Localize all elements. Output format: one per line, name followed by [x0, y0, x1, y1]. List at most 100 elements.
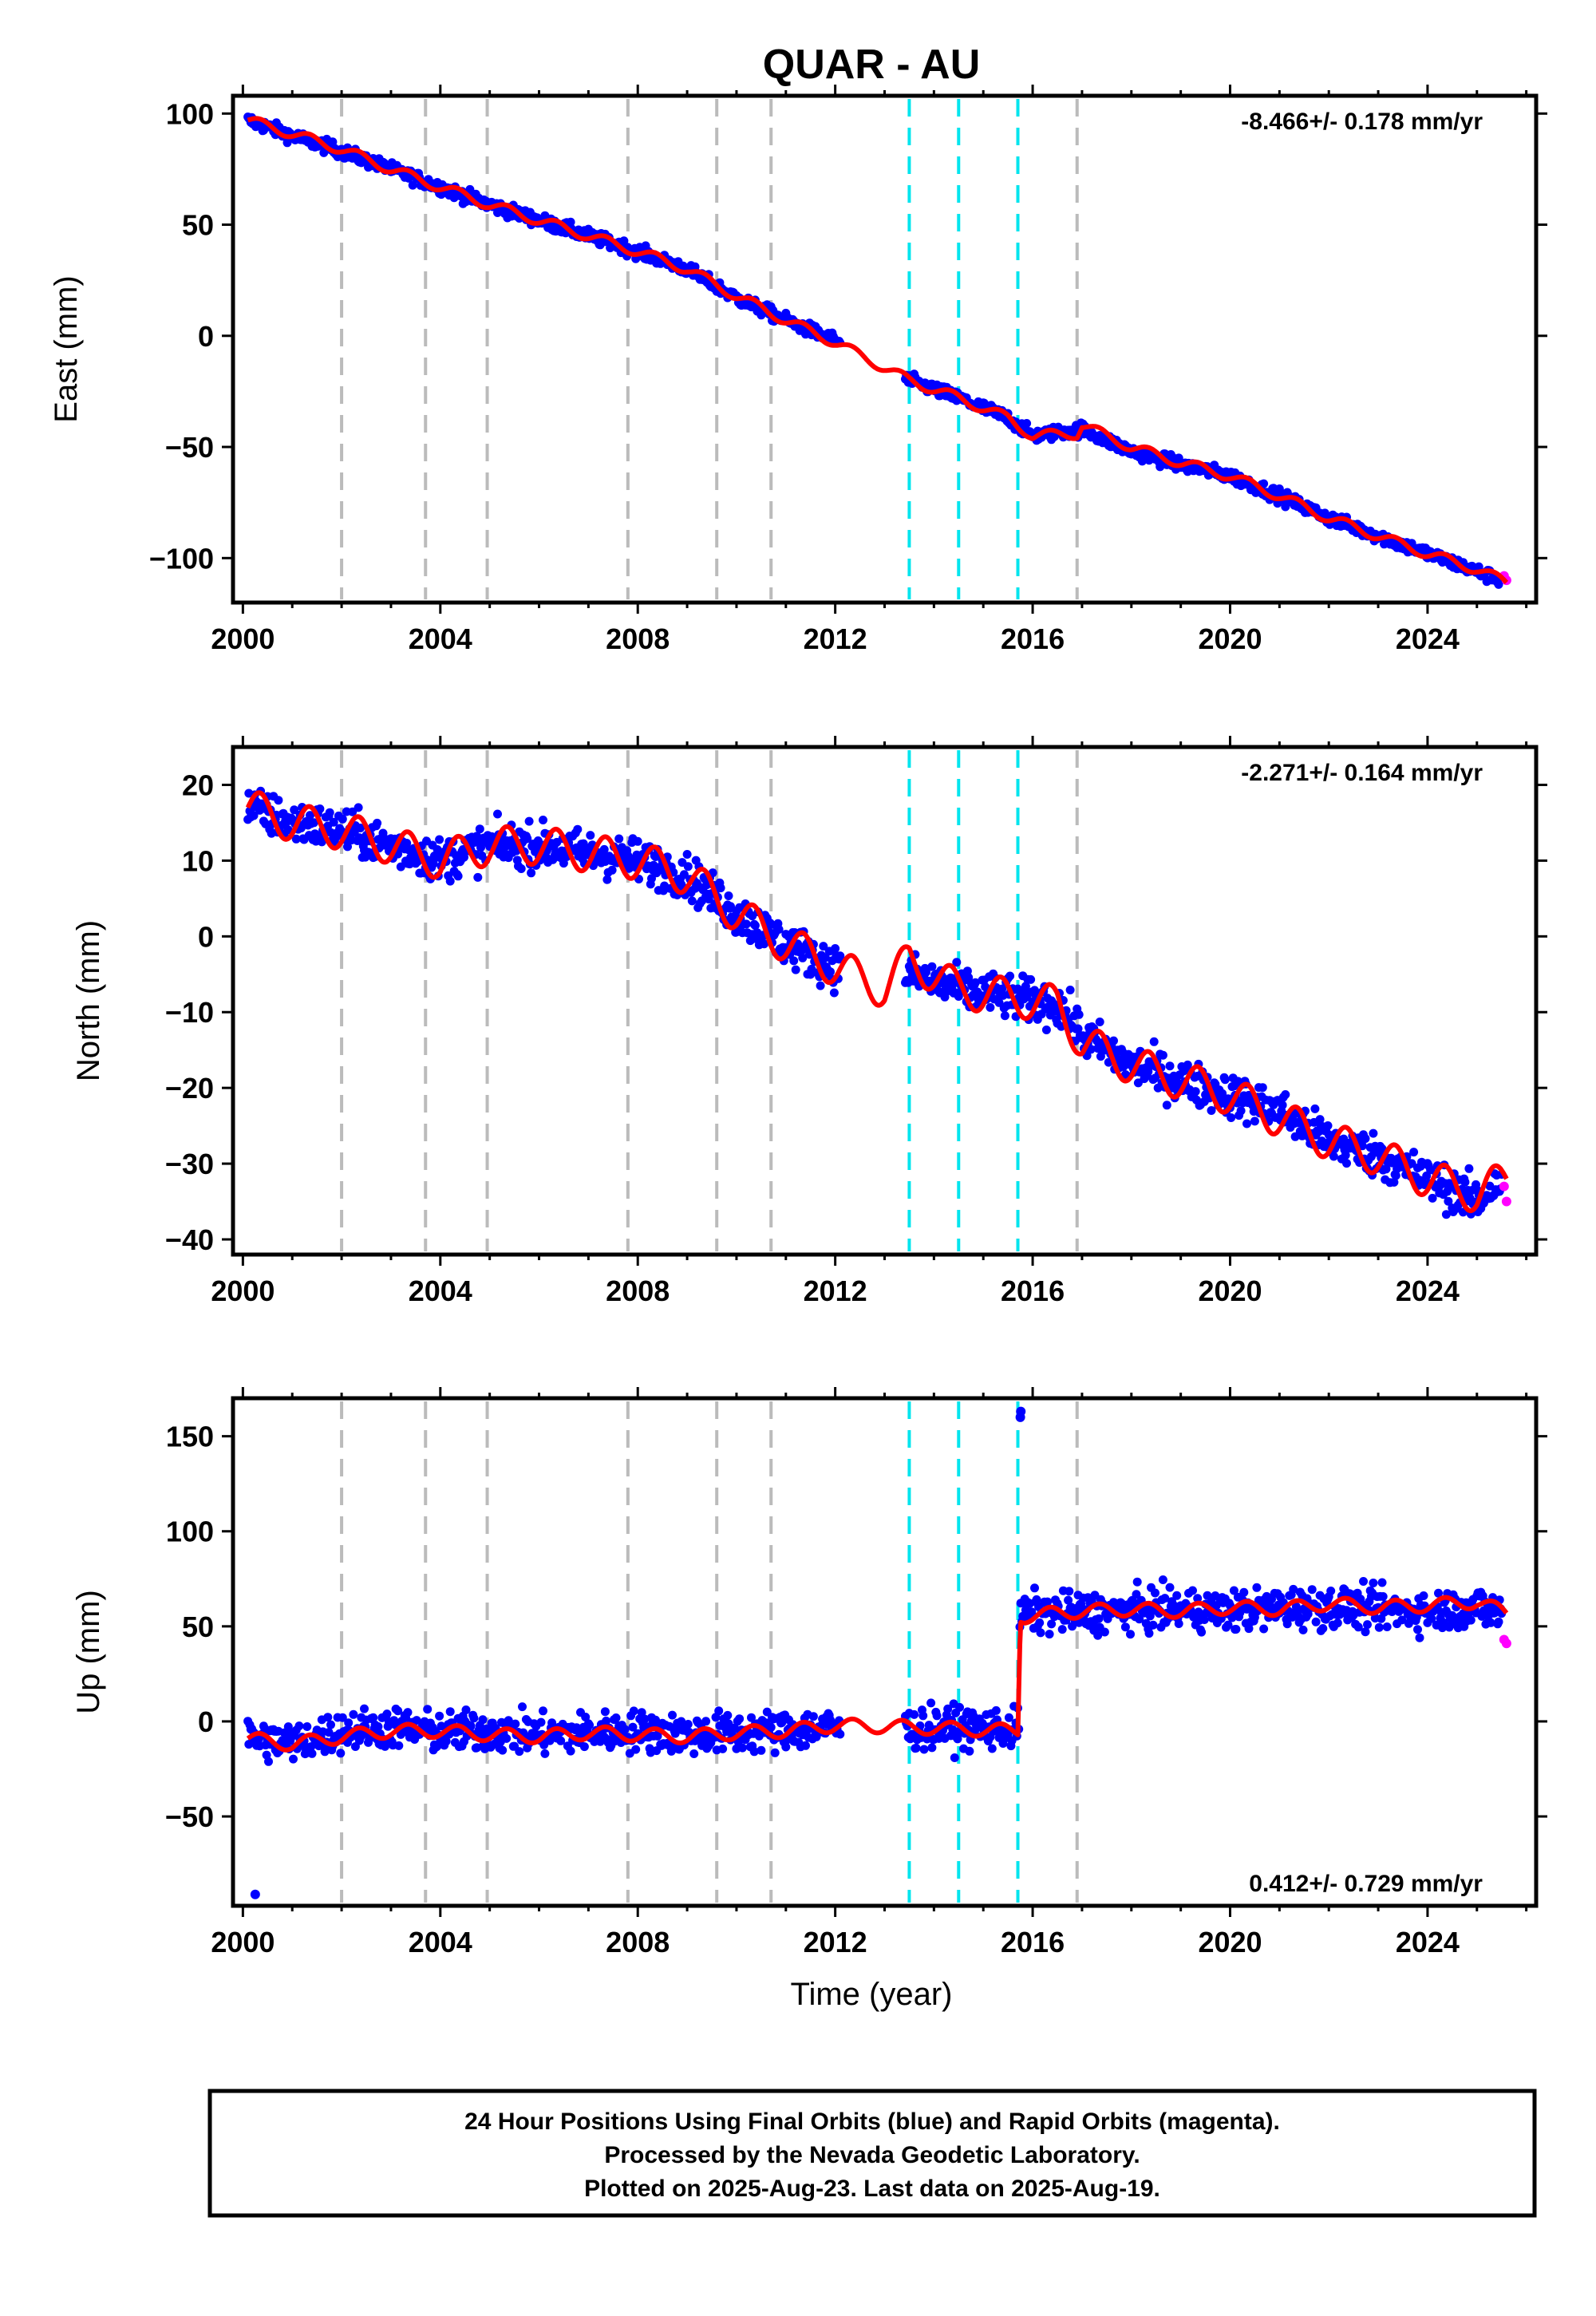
final-orbit-point — [1158, 1575, 1167, 1584]
final-orbit-point — [1278, 1101, 1287, 1110]
x-tick-label: 2012 — [804, 1926, 867, 1958]
final-orbit-point — [573, 824, 583, 834]
rapid-orbit-point — [1501, 1196, 1511, 1207]
y-tick-label: −40 — [165, 1223, 214, 1256]
final-orbit-point — [1026, 974, 1036, 984]
final-orbit-point — [1494, 1617, 1503, 1626]
x-tick-label: 2008 — [606, 1926, 670, 1958]
chart-title: QUAR - AU — [763, 41, 981, 88]
final-orbit-point — [1065, 1587, 1074, 1596]
up-panel: 2000 2004 2008 2012 2016 2020 2024 150 100 50 0 −50… — [71, 1387, 1547, 1958]
final-orbit-point — [1165, 1061, 1175, 1071]
y-tick-label: 150 — [166, 1421, 214, 1453]
y-tick-label: −20 — [165, 1072, 214, 1105]
final-orbit-point — [566, 1746, 575, 1756]
final-orbit-point — [1310, 1104, 1320, 1113]
final-orbit-point — [493, 809, 502, 819]
y-tick-label: 10 — [182, 844, 214, 877]
final-orbit-point — [1307, 1585, 1317, 1595]
final-orbit-point — [475, 824, 484, 834]
final-orbit-point — [289, 1754, 298, 1764]
final-orbit-point — [1363, 1620, 1372, 1630]
final-orbit-point — [991, 1705, 1001, 1715]
final-orbit-point — [1415, 1633, 1424, 1642]
final-orbit-point — [1057, 1625, 1067, 1634]
final-orbit-point — [344, 1718, 354, 1728]
x-tick-label: 2016 — [1001, 622, 1065, 655]
final-orbit-point — [394, 1741, 404, 1750]
final-orbit-point — [1220, 1075, 1230, 1085]
final-orbit-point — [1413, 1625, 1422, 1634]
final-orbit-point — [1369, 1128, 1378, 1138]
final-orbit-point — [1172, 1591, 1182, 1600]
y-tick-label: 0 — [198, 320, 214, 353]
final-orbit-point — [1250, 1117, 1259, 1126]
final-orbit-point — [1151, 1588, 1159, 1598]
final-orbit-point — [1361, 1134, 1370, 1144]
up-plot-frame — [231, 1396, 1539, 1908]
y-tick-label: 20 — [182, 769, 214, 801]
final-orbit-point — [687, 896, 697, 906]
north-rate-label: -2.271+/- 0.164 mm/yr — [1241, 760, 1483, 786]
x-tick-label: 2016 — [1001, 1926, 1065, 1958]
final-orbit-point — [701, 1717, 711, 1726]
final-orbit-point — [579, 1742, 589, 1752]
final-orbit-point — [1132, 1577, 1142, 1587]
final-orbit-point — [926, 1698, 936, 1708]
y-tick-label: 100 — [166, 97, 214, 130]
final-orbit-point — [586, 831, 595, 840]
final-orbit-point — [1460, 1177, 1470, 1187]
final-orbit-point — [518, 1702, 527, 1712]
final-orbit-point — [1318, 1624, 1328, 1633]
final-orbit-point — [1374, 1622, 1384, 1632]
final-orbit-point — [274, 796, 283, 805]
final-orbit-point — [349, 1709, 358, 1719]
final-orbit-point — [527, 868, 536, 878]
final-orbit-point — [307, 1749, 317, 1758]
final-orbit-point — [423, 1705, 433, 1714]
final-orbit-point — [1378, 1592, 1388, 1601]
final-orbit-point — [1149, 1037, 1159, 1046]
final-orbit-point — [502, 1733, 512, 1743]
final-orbit-point — [910, 1709, 919, 1719]
final-orbit-point — [955, 1702, 964, 1712]
final-orbit-point — [264, 1757, 273, 1766]
final-orbit-point — [1231, 1625, 1241, 1634]
final-orbit-point — [282, 138, 292, 148]
y-tick-label: −50 — [165, 431, 214, 464]
y-tick-label: 50 — [182, 1611, 214, 1643]
final-orbit-point — [1036, 1628, 1045, 1638]
final-orbit-point — [445, 876, 455, 886]
final-orbit-point — [469, 1713, 479, 1723]
north-y-axis-label: North (mm) — [71, 920, 106, 1081]
final-orbit-point — [1326, 1587, 1336, 1595]
final-orbit-point — [1236, 1106, 1246, 1116]
final-orbit-point — [408, 180, 417, 190]
final-orbit-point — [1041, 1026, 1051, 1034]
final-orbit-point — [498, 1745, 508, 1755]
final-orbit-point — [714, 1706, 724, 1716]
rapid-orbit-point — [1499, 1181, 1509, 1192]
final-orbit-point — [1419, 1591, 1428, 1600]
final-orbit-point — [1298, 1625, 1308, 1634]
final-orbit-point — [1259, 479, 1269, 488]
final-orbit-point — [1258, 1083, 1267, 1093]
caption-line-1: 24 Hour Positions Using Final Orbits (bl… — [464, 2109, 1280, 2135]
up-y-axis-label: Up (mm) — [71, 1590, 106, 1714]
final-orbit-point — [927, 1743, 937, 1753]
final-orbit-point — [1227, 1113, 1236, 1122]
final-orbit-point — [1100, 1627, 1109, 1637]
final-orbit-point — [724, 891, 733, 900]
final-orbit-point — [600, 1707, 610, 1717]
final-orbit-point — [668, 1710, 677, 1720]
final-orbit-point — [737, 1743, 747, 1753]
final-orbit-point — [789, 956, 799, 966]
final-orbit-point — [539, 816, 547, 824]
final-orbit-point — [1126, 1630, 1135, 1639]
y-tick-label: −30 — [165, 1148, 214, 1180]
x-tick-label: 2004 — [409, 1926, 472, 1958]
final-orbit-point — [1197, 1627, 1207, 1637]
final-orbit-point — [1074, 1010, 1084, 1019]
final-orbit-point — [250, 1889, 260, 1899]
